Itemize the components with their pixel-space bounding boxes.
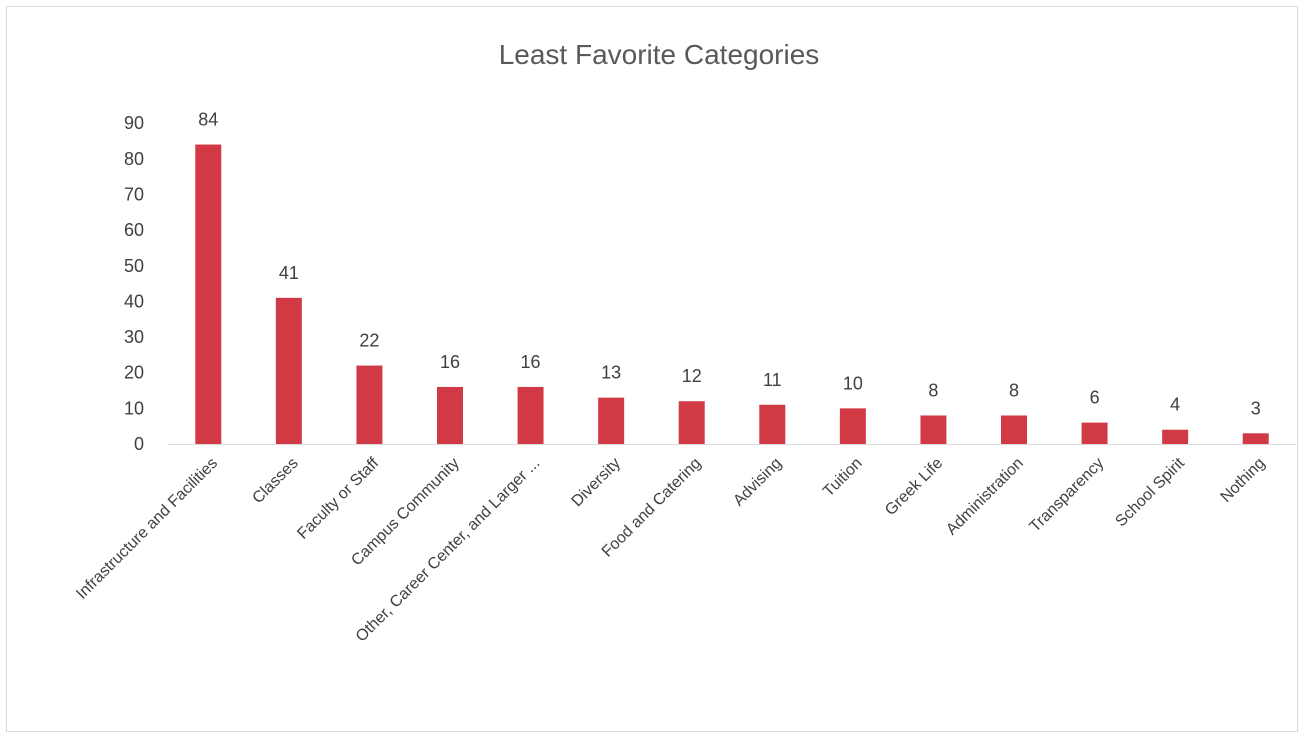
data-label: 16 xyxy=(440,352,460,372)
y-tick-label: 90 xyxy=(124,113,144,133)
bars xyxy=(195,145,1268,444)
x-tick-label: Faculty or Staff xyxy=(294,454,382,542)
bar xyxy=(1162,430,1188,444)
x-tick-label: Infrastructure and Facilities xyxy=(73,455,221,603)
x-tick-label: School Spirit xyxy=(1112,454,1188,530)
y-tick-label: 60 xyxy=(124,220,144,240)
y-tick-label: 10 xyxy=(124,398,144,418)
x-tick-label: Nothing xyxy=(1218,455,1269,506)
bar xyxy=(759,405,785,444)
x-tick-label: Advising xyxy=(730,455,785,510)
bar xyxy=(1243,433,1269,444)
data-label: 12 xyxy=(682,366,702,386)
y-tick-label: 70 xyxy=(124,184,144,204)
bar xyxy=(437,387,463,444)
data-label: 8 xyxy=(1009,380,1019,400)
data-label: 84 xyxy=(198,110,218,130)
data-label: 4 xyxy=(1170,395,1180,415)
bar xyxy=(1082,423,1108,444)
bar xyxy=(518,387,544,444)
data-label: 22 xyxy=(359,331,379,351)
data-label: 16 xyxy=(521,352,541,372)
bar xyxy=(679,401,705,444)
data-label: 8 xyxy=(928,380,938,400)
x-tick-label: Tuition xyxy=(820,455,866,501)
x-tick-label: Classes xyxy=(249,455,301,507)
y-tick-label: 0 xyxy=(134,434,144,454)
y-tick-label: 50 xyxy=(124,256,144,276)
data-label: 11 xyxy=(763,370,782,390)
data-label: 41 xyxy=(279,263,299,283)
chart-title: Least Favorite Categories xyxy=(499,39,820,70)
x-axis: Infrastructure and Facilities ClassesFacu… xyxy=(73,445,1296,646)
bar xyxy=(920,415,946,444)
y-tick-label: 20 xyxy=(124,363,144,383)
x-tick-label: Transparency xyxy=(1027,455,1108,536)
y-tick-label: 80 xyxy=(124,149,144,169)
bar xyxy=(356,366,382,444)
x-tick-label: Administration xyxy=(943,455,1027,539)
data-label: 3 xyxy=(1251,398,1261,418)
x-tick-label: Greek Life xyxy=(882,455,946,519)
data-label: 6 xyxy=(1090,388,1100,408)
bar xyxy=(276,298,302,444)
y-tick-label: 30 xyxy=(124,327,144,347)
x-tick-label: Other, Career Center, and Larger ... xyxy=(353,455,544,646)
y-tick-label: 40 xyxy=(124,291,144,311)
data-label: 13 xyxy=(601,363,621,383)
x-tick-label: Diversity xyxy=(569,455,624,510)
y-axis: 0 10 20 30 40 50 60 70 80 90 xyxy=(124,113,144,454)
bar xyxy=(1001,415,1027,444)
data-label: 10 xyxy=(843,373,863,393)
bar xyxy=(598,398,624,444)
bar xyxy=(840,408,866,444)
bar xyxy=(195,145,221,444)
